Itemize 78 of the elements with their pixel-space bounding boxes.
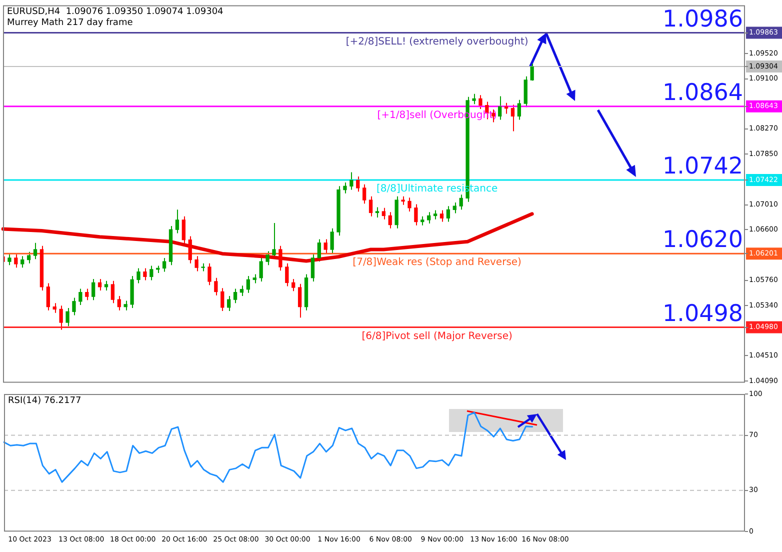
candlestick	[433, 210, 438, 220]
candlestick	[226, 295, 231, 312]
candlestick	[8, 254, 12, 266]
candlestick	[498, 96, 502, 120]
candlestick	[278, 245, 282, 272]
candlestick	[510, 104, 515, 132]
candlestick	[143, 268, 147, 281]
candlestick	[117, 295, 121, 311]
candlestick	[414, 204, 418, 226]
candlestick	[343, 182, 347, 194]
candlestick	[317, 238, 321, 262]
candlestick	[46, 282, 50, 311]
candlestick	[310, 254, 315, 282]
candlestick	[408, 197, 412, 212]
candlestick	[246, 276, 250, 294]
ref-line-label: [+2/8]SELL! (extremely overbought)	[346, 36, 528, 48]
annotation: 1.0620	[662, 227, 743, 254]
candlestick	[104, 280, 108, 292]
candlestick	[92, 278, 96, 301]
candlestick	[14, 254, 18, 268]
candlestick	[427, 212, 431, 224]
candlestick	[330, 228, 334, 254]
candlestick	[162, 257, 166, 272]
candlestick	[375, 206, 380, 218]
annotation: 1.0742	[662, 154, 743, 180]
candlestick	[472, 93, 476, 105]
candlestick	[52, 302, 56, 314]
candlestick	[420, 216, 424, 226]
candlestick	[188, 236, 192, 264]
candlestick	[266, 250, 270, 266]
candlestick	[298, 283, 302, 318]
candlestick	[124, 300, 128, 311]
candlestick	[252, 274, 256, 284]
candlestick	[517, 99, 522, 120]
candlestick	[259, 257, 263, 282]
candlestick	[285, 262, 289, 287]
candlestick	[452, 202, 456, 214]
candlestick	[446, 206, 450, 222]
candlestick	[182, 216, 186, 244]
candlestick	[220, 288, 224, 312]
candlestick	[208, 262, 212, 286]
chart-title: EURUSD,H4 1.09076 1.09350 1.09074 1.09304	[7, 7, 224, 18]
candlestick	[530, 63, 534, 82]
candlestick	[150, 265, 154, 281]
candlestick	[78, 288, 82, 306]
candlestick	[33, 242, 38, 260]
candlestick	[324, 238, 328, 254]
ref-line-label: [7/8]Weak res (Stop and Reverse)	[352, 257, 522, 268]
candlestick	[194, 256, 198, 272]
candlestick	[382, 207, 386, 220]
candlestick	[85, 288, 89, 301]
candlestick	[175, 209, 180, 234]
annotation: 1.0864	[662, 80, 743, 106]
candlestick	[478, 94, 482, 110]
candlestick	[59, 305, 63, 330]
annotation: 1.0986	[662, 6, 743, 32]
candlestick	[26, 251, 31, 264]
candlestick	[459, 194, 463, 210]
candlestick	[233, 288, 238, 304]
candlestick	[362, 184, 366, 204]
candlestick	[240, 285, 244, 296]
candlestick	[350, 172, 354, 190]
candlestick	[72, 297, 76, 316]
candlestick	[368, 196, 373, 217]
ref-line-label: [6/8]Pivot sell (Major Reverse)	[362, 330, 512, 342]
candlestick	[20, 256, 24, 268]
candlestick	[214, 277, 218, 296]
text: Murrey Math 217 day frame	[7, 18, 134, 28]
candlestick	[136, 268, 140, 284]
candlestick	[504, 102, 508, 114]
candlestick	[110, 280, 115, 304]
candlestick	[440, 210, 444, 222]
candlestick	[292, 278, 296, 292]
candlestick	[388, 212, 392, 229]
candlestick	[66, 308, 70, 327]
annotation: 1.0498	[662, 300, 743, 327]
chart-title: RSI(14) 76.2177	[8, 396, 82, 406]
candlestick	[356, 176, 360, 192]
